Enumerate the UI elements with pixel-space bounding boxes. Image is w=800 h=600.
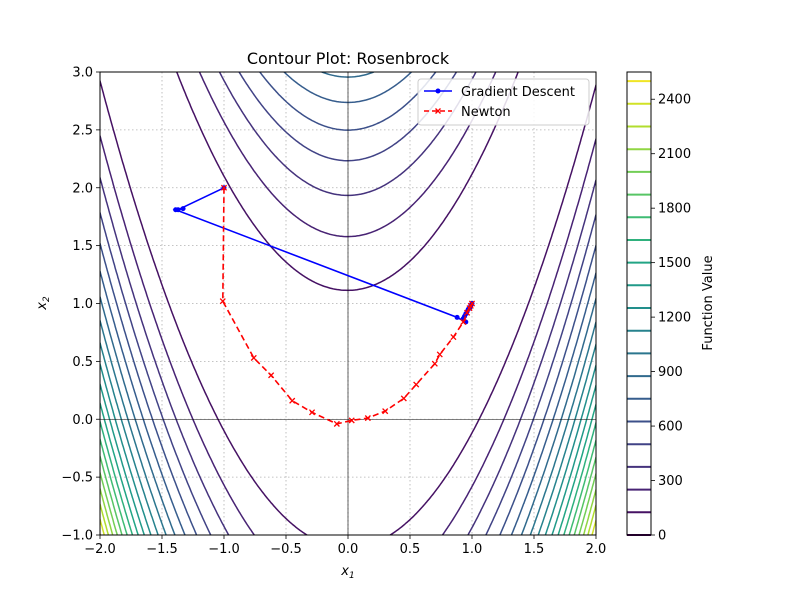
y-axis-ticks: −1.0 −0.5 0.0 0.5 1.0 1.5 2.0 2.5 3.0 (61, 66, 100, 544)
series-layer (172, 184, 476, 427)
colorbar-tick-label: 1500 (658, 256, 691, 271)
contour-line (100, 72, 596, 535)
y-tick-label: 3.0 (72, 66, 93, 81)
newton-point (460, 318, 467, 326)
colorbar-tick-label: 0 (658, 529, 666, 544)
contour-line (100, 342, 596, 535)
newton-point (220, 184, 228, 191)
legend: Gradient Descent Newton (417, 78, 590, 126)
contour-line (100, 503, 596, 535)
contour-lines (100, 72, 596, 535)
newton-point (450, 334, 457, 341)
newton-point (400, 395, 407, 402)
y-tick-label: 1.5 (72, 239, 93, 254)
y-tick-label: 2.5 (72, 123, 93, 138)
newton-point (289, 397, 296, 404)
x-tick-label: 0.5 (400, 542, 421, 557)
newton-point (382, 408, 389, 415)
legend-gradient-descent-label: Gradient Descent (461, 85, 575, 100)
colorbar-tick-label: 900 (658, 365, 683, 380)
y-tick-label: −1.0 (61, 529, 93, 544)
colorbar-tick-label: 2400 (658, 93, 691, 108)
contour-line (100, 455, 596, 535)
contour-line (100, 319, 596, 535)
colorbar-ticks: 0 300 600 900 1200 1500 1800 2100 2400 (651, 93, 691, 544)
contour-line (100, 72, 596, 535)
colorbar-tick-label: 1800 (658, 202, 691, 217)
newton-point (348, 417, 355, 424)
x-axis-ticks: −2.0 −1.5 −1.0 −0.5 0.0 0.5 1.0 1.5 2.0 (84, 535, 606, 557)
colorbar-level-lines (627, 80, 651, 536)
newton-point (268, 372, 275, 379)
y-axis-label: x2 (35, 296, 52, 311)
contour-line (100, 438, 596, 535)
y-tick-label: −0.5 (61, 471, 93, 486)
legend-box (417, 78, 590, 126)
newton-point (219, 298, 226, 305)
y-tick-label: 2.0 (72, 181, 93, 196)
x-tick-label: 1.0 (462, 542, 483, 557)
contour-line (100, 72, 596, 535)
colorbar: 0 300 600 900 1200 1500 1800 2100 2400 Function … (626, 71, 716, 544)
legend-newton-label: Newton (461, 105, 511, 120)
newton-point (413, 381, 420, 388)
colorbar-label: Function Value (701, 255, 716, 350)
x-tick-label: −1.0 (208, 542, 240, 557)
contour-line (100, 383, 596, 535)
colorbar-tick-label: 600 (658, 420, 683, 435)
y-tick-label: 1.0 (72, 297, 93, 312)
contour-line (100, 420, 596, 535)
x-tick-label: 1.5 (524, 542, 545, 557)
newton-point (431, 360, 438, 367)
newton-point (250, 354, 257, 361)
x-tick-label: 0.0 (338, 542, 359, 557)
colorbar-frame (626, 71, 652, 536)
newton-point (468, 300, 476, 307)
legend-gradient-descent-marker (435, 88, 441, 94)
y-tick-label: 0.0 (72, 413, 93, 428)
contour-line (100, 471, 596, 535)
contour-line (100, 487, 596, 535)
x-tick-label: −1.5 (146, 542, 178, 557)
zero-axis-lines (100, 72, 596, 535)
x-tick-label: 2.0 (586, 542, 607, 557)
chart-title: Contour Plot: Rosenbrock (247, 49, 450, 68)
contour-line (100, 363, 596, 535)
legend-newton-marker (435, 108, 441, 114)
gradient-descent-point (454, 314, 460, 320)
newton-point (364, 415, 371, 422)
newton-point (333, 420, 340, 427)
contour-line (100, 72, 596, 535)
gradient-descent-point (180, 206, 186, 212)
newton-point (436, 351, 443, 358)
gradient-descent-point (173, 207, 179, 213)
contour-line (100, 402, 596, 535)
newton-line (221, 187, 473, 425)
colorbar-tick-label: 1200 (658, 311, 691, 326)
x-tick-label: −2.0 (84, 542, 116, 557)
newton-point (463, 309, 471, 316)
x-tick-label: −0.5 (270, 542, 302, 557)
colorbar-tick-label: 300 (658, 474, 683, 489)
y-tick-label: 0.5 (72, 355, 93, 370)
newton-point (308, 409, 316, 416)
plot-area (99, 71, 597, 536)
x-axis-label: x1 (340, 564, 354, 581)
colorbar-tick-label: 2100 (658, 147, 691, 162)
